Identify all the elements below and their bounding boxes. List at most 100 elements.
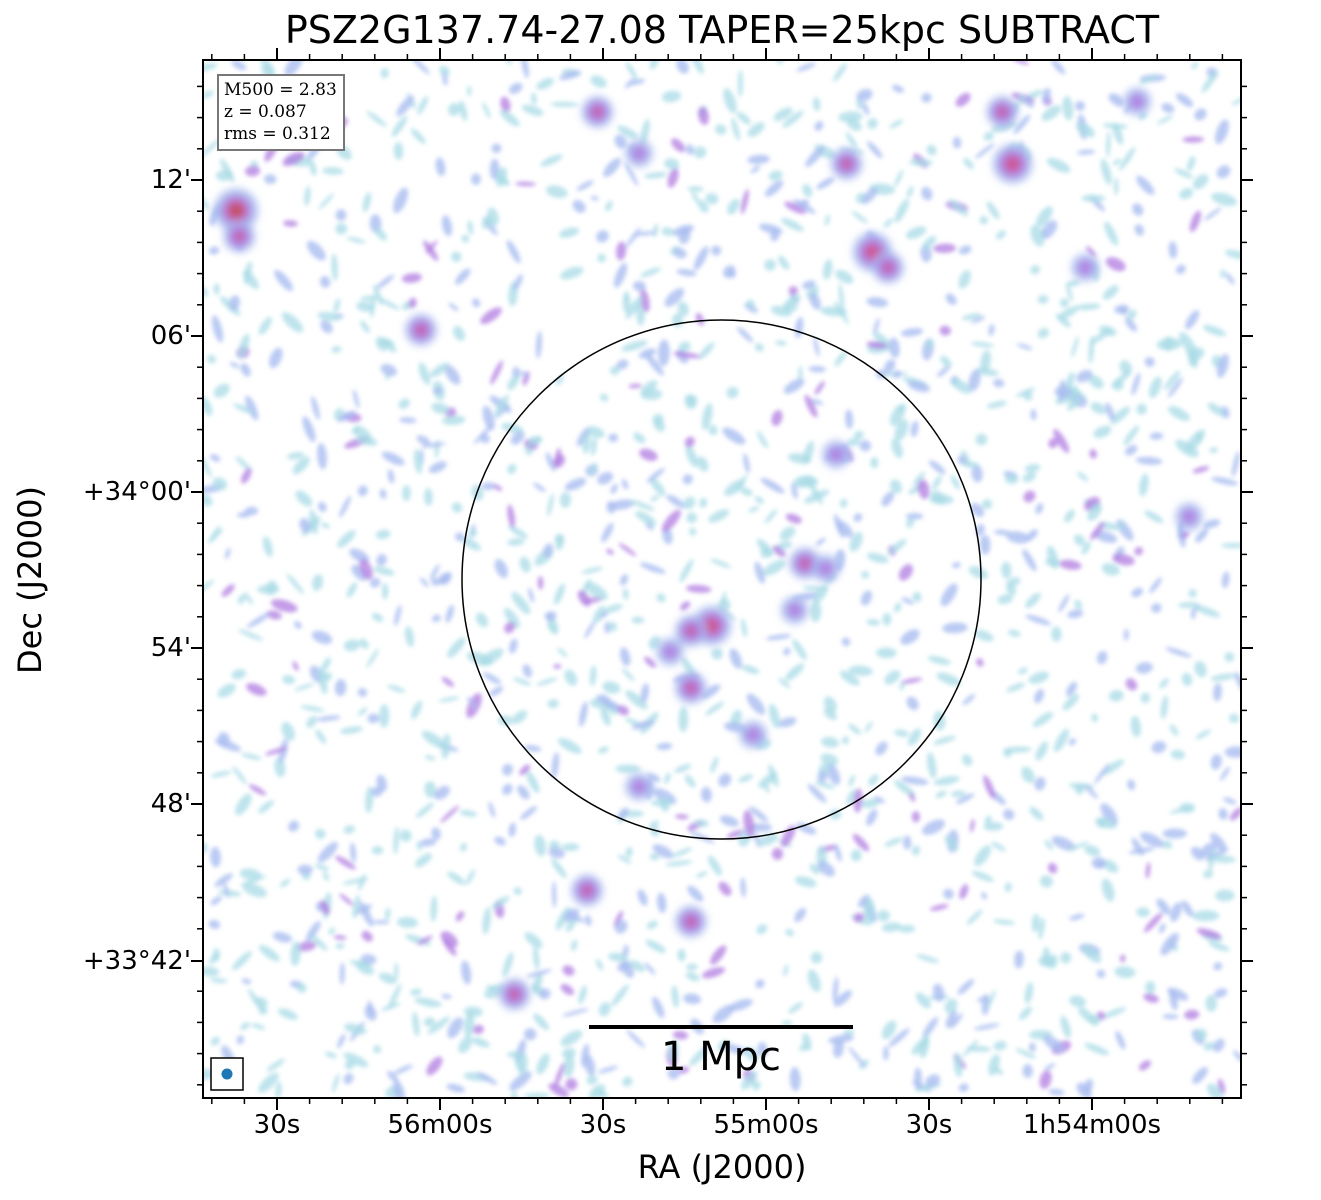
noise-blob <box>694 819 709 827</box>
noise-blob <box>968 369 981 392</box>
noise-blob <box>378 972 397 984</box>
noise-blob <box>1115 1030 1126 1050</box>
noise-blob <box>939 325 951 336</box>
noise-blob <box>843 1028 854 1037</box>
noise-blob <box>847 438 860 446</box>
noise-blob <box>1195 528 1209 543</box>
noise-blob <box>664 288 685 307</box>
noise-blob <box>624 290 629 302</box>
noise-blob <box>203 1068 212 1080</box>
noise-blob <box>1004 882 1012 892</box>
noise-blob <box>281 312 304 333</box>
noise-blob <box>823 708 837 720</box>
noise-blob <box>312 574 324 591</box>
noise-blob <box>551 881 557 908</box>
noise-blob <box>875 741 888 756</box>
noise-blob <box>1169 724 1179 736</box>
noise-blob <box>420 442 446 448</box>
noise-blob <box>1108 93 1125 107</box>
noise-blob <box>1060 1015 1071 1039</box>
noise-blob <box>814 120 824 132</box>
noise-blob <box>614 134 627 149</box>
noise-blob <box>635 511 657 526</box>
noise-blob <box>940 355 952 368</box>
x-tick-label: 30s <box>253 1110 301 1140</box>
beam-ellipse <box>221 1068 233 1080</box>
noise-blob <box>974 143 995 159</box>
noise-blob <box>853 513 863 523</box>
noise-blob <box>953 1052 963 1078</box>
noise-blob <box>304 186 311 206</box>
noise-blob <box>245 395 259 421</box>
noise-blob <box>459 809 478 817</box>
noise-blob <box>524 1028 537 1041</box>
noise-blob <box>1202 519 1221 529</box>
noise-blob <box>783 294 801 308</box>
noise-blob <box>966 909 983 925</box>
noise-blob <box>522 371 530 386</box>
noise-blob <box>1139 832 1164 848</box>
noise-blob <box>438 696 460 702</box>
noise-blob <box>519 764 531 776</box>
noise-blob <box>906 185 914 198</box>
noise-blob <box>783 964 789 977</box>
noise-blob <box>610 499 635 510</box>
noise-blob <box>701 403 713 431</box>
noise-blob <box>444 364 461 385</box>
noise-blob <box>638 348 657 359</box>
noise-blob <box>1150 603 1162 613</box>
noise-blob <box>245 165 261 177</box>
noise-blob <box>922 235 937 250</box>
noise-blob <box>394 962 399 980</box>
noise-blob <box>317 311 341 321</box>
noise-blob <box>360 295 377 301</box>
noise-blob <box>571 939 578 952</box>
noise-blob <box>415 802 434 818</box>
noise-blob <box>679 559 694 583</box>
noise-blob <box>798 199 810 208</box>
noise-blob <box>696 456 709 472</box>
noise-blob <box>1054 386 1072 398</box>
noise-blob <box>882 612 892 626</box>
noise-blob <box>778 677 791 689</box>
noise-blob <box>848 665 873 676</box>
noise-blob <box>736 111 751 125</box>
noise-blob <box>771 847 784 860</box>
source-blob <box>662 643 679 660</box>
noise-blob <box>784 201 807 214</box>
noise-blob <box>279 878 291 888</box>
noise-blob <box>335 855 356 870</box>
noise-blob <box>217 732 230 746</box>
noise-blob <box>872 317 880 335</box>
noise-blob <box>936 672 961 686</box>
noise-blob <box>746 693 766 715</box>
noise-blob <box>673 351 701 359</box>
noise-blob <box>411 700 423 720</box>
noise-blob <box>1058 559 1082 570</box>
noise-blob <box>845 409 854 429</box>
noise-blob <box>441 215 453 237</box>
noise-blob <box>973 1023 1000 1031</box>
noise-blob <box>555 374 564 386</box>
noise-blob <box>322 167 344 175</box>
noise-blob <box>919 1034 930 1059</box>
noise-blob <box>1029 806 1044 821</box>
noise-blob <box>315 828 326 840</box>
noise-blob <box>726 829 745 839</box>
noise-blob <box>1118 519 1125 530</box>
noise-blob <box>590 196 599 201</box>
noise-blob <box>805 145 825 167</box>
noise-blob <box>543 543 554 558</box>
noise-blob <box>332 1073 340 1093</box>
noise-blob <box>1140 692 1151 704</box>
x-tick-label: 56m00s <box>387 1110 493 1140</box>
noise-blob <box>413 448 423 474</box>
noise-blob <box>1006 682 1026 693</box>
noise-blob <box>1086 246 1096 258</box>
noise-blob <box>633 280 646 292</box>
noise-blob <box>1192 466 1210 474</box>
noise-blob <box>533 482 546 492</box>
noise-blob <box>356 435 378 446</box>
noise-blob <box>640 683 650 703</box>
noise-blob <box>423 1017 436 1027</box>
